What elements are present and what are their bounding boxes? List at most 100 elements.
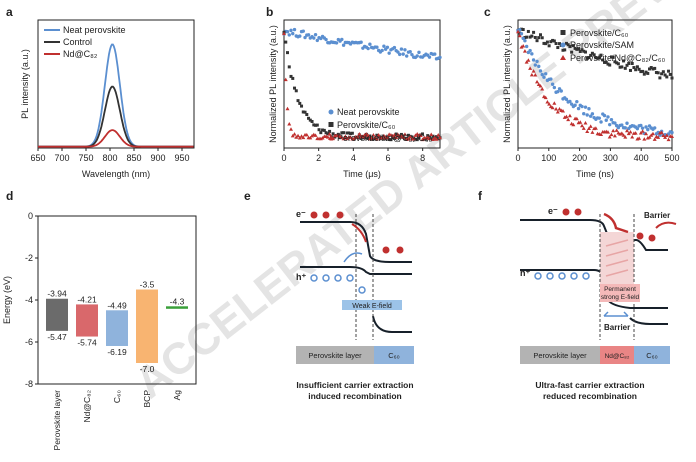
data-point [360, 134, 365, 139]
data-point [528, 35, 532, 39]
a-xtick-label: 650 [30, 153, 45, 163]
data-point [347, 131, 351, 135]
e-caption-1: Insufficient carrier extraction [296, 380, 413, 390]
a-series-line [38, 129, 194, 148]
data-point [668, 72, 672, 76]
panel-c-frame [517, 19, 673, 149]
data-point [434, 137, 439, 141]
f-hole-label: h⁺ [520, 268, 530, 278]
data-point [652, 137, 657, 141]
data-point [418, 133, 423, 138]
data-point [415, 138, 419, 142]
data-point [404, 54, 409, 58]
data-point [601, 58, 605, 62]
d-category-label: Perovskite layer [52, 390, 62, 451]
data-point [566, 117, 571, 122]
legend-b-neat: Neat perovskite [337, 107, 400, 117]
data-point [438, 55, 442, 60]
data-point [523, 35, 527, 39]
data-point [564, 97, 569, 102]
a-xtick-label: 850 [126, 153, 141, 163]
data-point [637, 67, 641, 71]
data-point [670, 130, 674, 135]
data-point [296, 99, 300, 103]
data-point [387, 138, 391, 142]
data-point [588, 124, 593, 128]
data-point [310, 133, 315, 138]
data-point [402, 132, 407, 136]
data-point [652, 126, 657, 130]
data-point [432, 135, 437, 140]
data-point [612, 133, 617, 138]
data-point [667, 69, 671, 73]
data-point [614, 128, 619, 132]
panel-f-label: f [478, 189, 483, 203]
data-point [609, 55, 613, 59]
data-point [431, 134, 435, 138]
data-point [299, 134, 304, 138]
data-point [394, 132, 398, 136]
data-point [524, 60, 529, 64]
data-point [291, 76, 295, 80]
data-point [646, 71, 650, 75]
panel-a: a 650 700 750 800 850 900 950 Neat perovskite … [6, 5, 195, 179]
legend-a-nd: Nd@C₈₂ [63, 49, 98, 59]
data-point [319, 131, 323, 135]
f-barrier-arrow [655, 221, 677, 229]
data-point [608, 122, 612, 127]
data-point [549, 40, 553, 44]
data-point [589, 53, 593, 57]
data-point [663, 73, 667, 77]
panel-a-curves [38, 43, 194, 148]
data-point [545, 99, 550, 104]
data-point [392, 45, 397, 50]
data-point [403, 136, 407, 140]
data-point [533, 63, 538, 67]
data-point [599, 53, 603, 57]
data-point [578, 120, 583, 124]
f-hole-arrow [603, 311, 629, 317]
data-point [604, 118, 608, 122]
data-point [568, 99, 572, 104]
f-caption-1: Ultra-fast carrier extraction [535, 380, 644, 390]
data-point [289, 74, 293, 78]
data-point [556, 46, 560, 50]
data-point [554, 106, 559, 111]
data-point [644, 125, 648, 129]
data-point [285, 106, 290, 111]
data-point [394, 135, 399, 139]
data-point [656, 135, 661, 139]
data-point [397, 52, 402, 57]
data-point [564, 41, 568, 45]
data-point [395, 132, 400, 137]
panel-f: f e⁻ Barrier h⁺ Permanent strong E-field… [478, 189, 677, 401]
data-point [649, 66, 653, 70]
data-point [410, 135, 414, 139]
data-point [604, 60, 608, 64]
data-point [369, 135, 374, 140]
data-point [648, 67, 652, 71]
data-point [568, 45, 572, 49]
a-xtick-label: 950 [174, 153, 189, 163]
data-point [566, 43, 570, 47]
panel-b-legend: Neat perovskite Perovskite/C₆₀ Perovskit… [328, 107, 433, 143]
e-layer-perovskite [296, 346, 374, 364]
data-point [582, 112, 586, 116]
data-point [285, 29, 290, 34]
data-point [576, 106, 581, 111]
data-point [547, 102, 552, 106]
data-point [551, 38, 555, 42]
data-point [661, 70, 665, 74]
d-bar [76, 304, 98, 337]
data-point [283, 77, 288, 82]
f-electron-label: e⁻ [548, 206, 558, 216]
panel-c-points [516, 27, 674, 142]
data-point [533, 73, 538, 77]
data-point [560, 108, 565, 113]
data-point [550, 82, 555, 86]
data-point [575, 99, 579, 104]
data-point [313, 133, 318, 137]
f-c60-band [629, 317, 668, 325]
data-point [583, 105, 588, 109]
data-point [651, 67, 655, 71]
